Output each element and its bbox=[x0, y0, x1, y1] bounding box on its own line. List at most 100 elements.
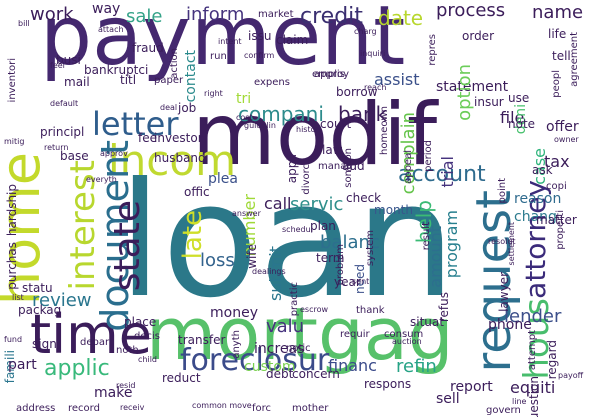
word-reach: reach bbox=[364, 83, 387, 92]
word-assist: assist bbox=[374, 70, 420, 89]
word-balanc: balanc bbox=[320, 232, 380, 253]
word-appeal: appeal bbox=[403, 150, 414, 184]
word-name: name bbox=[532, 2, 584, 23]
word-incom: incom bbox=[108, 136, 236, 185]
word-make: make bbox=[94, 385, 133, 401]
word-problem: problem bbox=[335, 244, 346, 286]
word-phone: phone bbox=[488, 317, 532, 333]
word-note: note bbox=[508, 117, 536, 131]
word-market: market bbox=[258, 9, 294, 20]
word-resolut: resolut bbox=[488, 237, 516, 246]
word-schedul: schedul bbox=[282, 225, 313, 234]
word-action: action bbox=[169, 48, 180, 79]
word-divorc: divorc bbox=[301, 164, 312, 195]
word-approv: approv bbox=[100, 149, 128, 158]
word-check: check bbox=[346, 191, 382, 205]
word-mitig: mitig bbox=[4, 137, 25, 146]
word-equiti: equiti bbox=[510, 378, 556, 397]
word-trial: trial bbox=[438, 156, 457, 188]
word-claim: claim bbox=[276, 33, 309, 47]
word-govern: govern bbox=[486, 405, 521, 416]
word-year: year bbox=[334, 275, 361, 289]
word-transfer: transfer bbox=[178, 333, 226, 347]
word-list: list bbox=[12, 293, 24, 302]
word-financ: financ bbox=[328, 356, 377, 375]
word-tell: tell bbox=[552, 49, 571, 63]
word-properti: properti bbox=[555, 210, 566, 250]
word-respons: respons bbox=[364, 377, 412, 391]
word-lawyer: lawyer bbox=[497, 272, 511, 312]
word-dealings: dealings bbox=[252, 267, 286, 276]
word-repres: repres bbox=[427, 34, 438, 66]
word-way: way bbox=[92, 1, 121, 17]
word-payoff: payoff bbox=[558, 371, 584, 380]
word-reason: reason bbox=[514, 191, 562, 207]
word-base: base bbox=[60, 149, 89, 163]
word-work: work bbox=[30, 4, 74, 25]
word-use: use bbox=[508, 91, 530, 105]
word-husband: husband bbox=[154, 151, 206, 165]
word-lender: lender bbox=[504, 306, 562, 327]
word-peopl: peopl bbox=[551, 70, 562, 98]
word-investor: investor bbox=[154, 131, 203, 145]
word-time: time bbox=[30, 303, 153, 366]
word-law: law bbox=[322, 143, 343, 157]
word-fund: fund bbox=[4, 335, 23, 344]
word-answer: answer bbox=[232, 209, 261, 218]
word-compani: compani bbox=[238, 102, 324, 126]
word-result: result bbox=[421, 222, 432, 251]
word-program: program bbox=[442, 210, 461, 279]
word-concern: concern bbox=[292, 367, 340, 381]
word-matter: matter bbox=[536, 213, 577, 227]
word-confirm: confirm bbox=[244, 51, 275, 60]
word-chang: chang bbox=[514, 209, 557, 225]
word-process: process bbox=[436, 0, 506, 21]
word-fraud: fraud bbox=[132, 41, 164, 55]
word-histori: histori bbox=[296, 125, 322, 134]
word-sale: sale bbox=[126, 6, 163, 27]
word-notic: notic bbox=[286, 343, 311, 354]
word-question: question bbox=[527, 376, 541, 417]
word-loan: loan bbox=[118, 149, 456, 333]
word-letter: letter bbox=[92, 105, 179, 143]
word-bankruptci: bankruptci bbox=[84, 63, 149, 77]
word-state: state bbox=[107, 200, 148, 292]
word-system: system bbox=[365, 230, 376, 267]
word-intent: intent bbox=[218, 37, 242, 46]
word-auction: auction bbox=[392, 337, 422, 346]
word-point: point bbox=[497, 178, 508, 204]
word-bank: bank bbox=[338, 102, 388, 126]
word-consum: consum bbox=[384, 329, 424, 340]
word-payment: payment bbox=[40, 0, 406, 84]
word-employ: employ bbox=[312, 69, 350, 80]
word-offer: offer bbox=[546, 119, 579, 135]
word-principl: principl bbox=[40, 125, 85, 139]
word-agreement: agreement bbox=[569, 32, 580, 87]
word-option: option bbox=[454, 64, 475, 121]
word-reduct: reduct bbox=[162, 371, 201, 385]
word-regard: regard bbox=[545, 340, 559, 380]
word-tri: tri bbox=[236, 91, 252, 107]
word-credit: credit bbox=[300, 4, 363, 29]
word-life: life bbox=[548, 27, 567, 41]
word-titl: titl bbox=[120, 73, 137, 87]
word-refin: refin bbox=[396, 356, 437, 377]
word-wife: wife bbox=[245, 244, 259, 269]
word-cost: cost bbox=[236, 113, 253, 122]
word-manag: manag bbox=[318, 161, 353, 172]
word-noth: noth bbox=[116, 345, 139, 356]
word-record: record bbox=[68, 403, 100, 414]
word-thank: thank bbox=[356, 305, 385, 316]
word-applic: applic bbox=[44, 356, 110, 381]
word-mother: mother bbox=[292, 403, 329, 414]
word-practic: practic bbox=[289, 282, 300, 317]
word-part: part bbox=[8, 357, 37, 373]
word-decis: decis bbox=[134, 331, 160, 342]
word-custom: custom bbox=[244, 359, 296, 375]
word-expens: expens bbox=[254, 77, 290, 88]
word-charg: charg bbox=[354, 27, 377, 36]
word-depart: depart bbox=[80, 337, 114, 348]
word-mortgag: mortgag bbox=[146, 292, 454, 376]
word-packag: packag bbox=[18, 303, 62, 317]
word-purchas: purchas bbox=[5, 242, 19, 290]
